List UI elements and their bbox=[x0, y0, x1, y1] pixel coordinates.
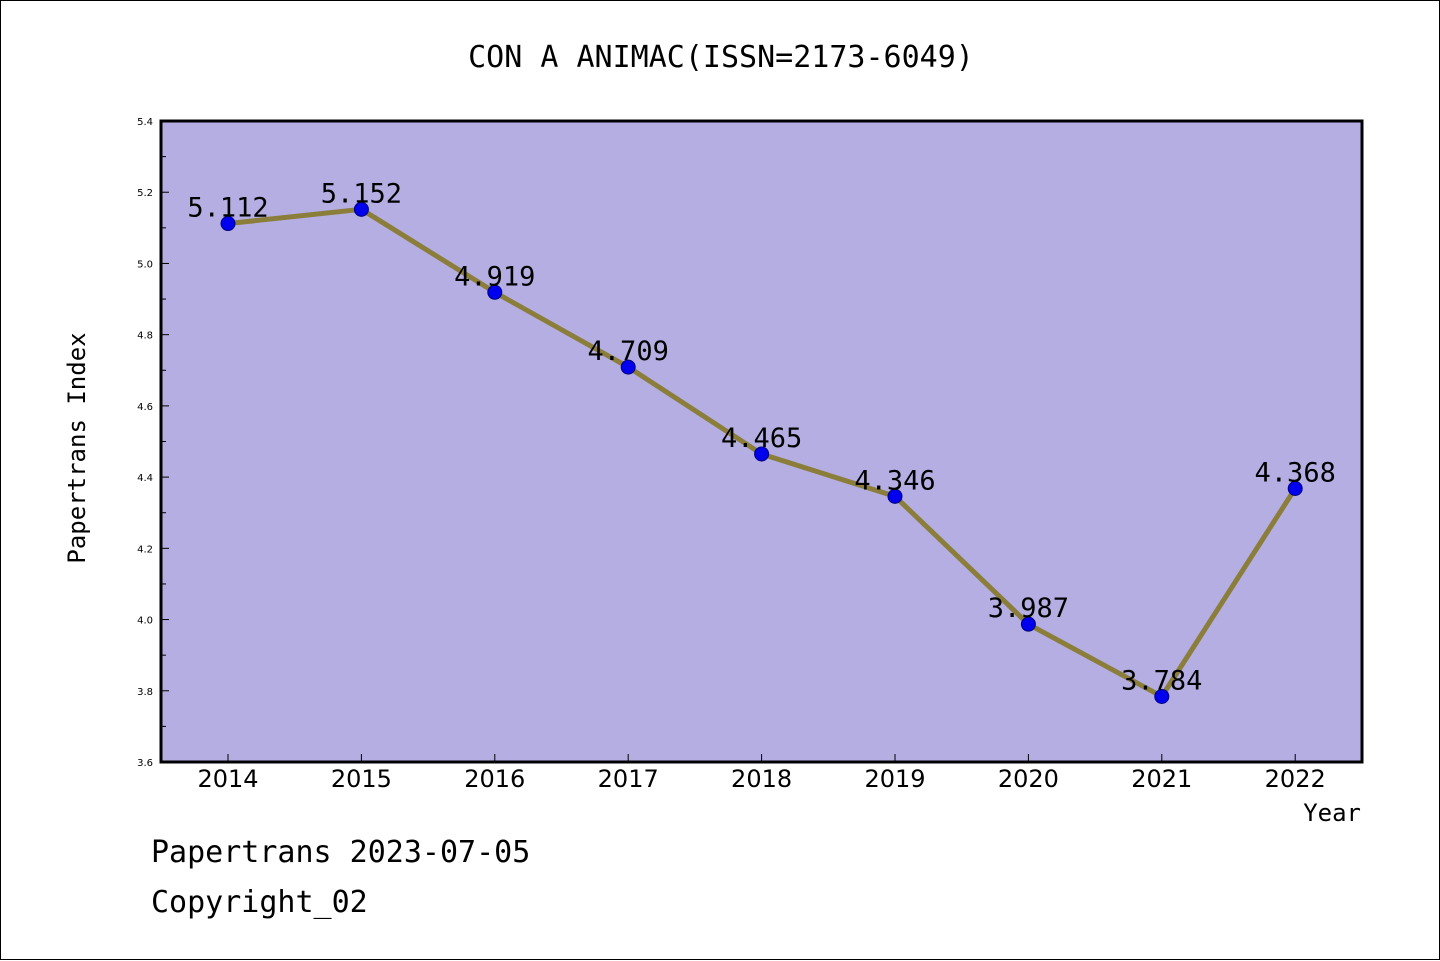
data-label: 5.112 bbox=[187, 193, 268, 224]
data-label: 4.346 bbox=[854, 465, 935, 496]
y-tick-label: 3.8 bbox=[137, 687, 153, 698]
data-point bbox=[1154, 688, 1170, 704]
chart-title: CON A ANIMAC(ISSN=2173-6049) bbox=[468, 40, 974, 75]
footer-copyright: Copyright_02 bbox=[151, 885, 368, 920]
x-tick-label: 2017 bbox=[598, 765, 659, 793]
y-tick-label: 5.4 bbox=[137, 117, 153, 128]
data-point-group bbox=[220, 201, 1303, 704]
data-label: 3.784 bbox=[1121, 665, 1202, 696]
x-axis-label: Year bbox=[1303, 799, 1361, 827]
x-tick-label: 2018 bbox=[731, 765, 792, 793]
data-label: 4.919 bbox=[454, 261, 535, 292]
data-label-group: 5.112 5.152 4.919 4.709 4.465 4.346 3.987 3.784… bbox=[187, 178, 1335, 696]
data-point bbox=[220, 216, 236, 232]
data-point bbox=[754, 446, 770, 462]
x-tick-label: 2016 bbox=[464, 765, 525, 793]
x-tick-label: 2020 bbox=[998, 765, 1059, 793]
x-tick-label: 2019 bbox=[864, 765, 925, 793]
x-tick-label: 2015 bbox=[331, 765, 392, 793]
y-tick-label: 4.8 bbox=[137, 331, 153, 342]
data-label: 4.368 bbox=[1255, 458, 1336, 489]
x-axis-ticks: 2014 2015 2016 2017 2018 2019 2020 2021 2022 bbox=[197, 754, 1326, 793]
data-point bbox=[887, 488, 903, 504]
data-point bbox=[353, 201, 369, 217]
y-tick-label: 5.2 bbox=[137, 188, 153, 199]
y-tick-label: 5.0 bbox=[137, 259, 153, 270]
plot-border bbox=[159, 119, 1364, 764]
y-tick-label: 4.2 bbox=[137, 544, 153, 555]
y-axis-label: Papertrans Index bbox=[63, 332, 91, 563]
data-label: 4.709 bbox=[588, 336, 669, 367]
y-tick-label: 4.0 bbox=[137, 616, 153, 627]
x-tick-label: 2014 bbox=[197, 765, 258, 793]
x-tick-label: 2021 bbox=[1131, 765, 1192, 793]
data-label: 4.465 bbox=[721, 423, 802, 454]
y-tick-label: 4.6 bbox=[137, 402, 153, 413]
footer-source-date: Papertrans 2023-07-05 bbox=[151, 835, 531, 870]
data-point bbox=[620, 359, 636, 375]
data-point bbox=[1287, 481, 1303, 497]
data-point bbox=[1020, 616, 1036, 632]
plot-area bbox=[161, 121, 1362, 762]
x-tick-label: 2022 bbox=[1265, 765, 1326, 793]
data-label: 5.152 bbox=[321, 178, 402, 209]
data-label: 3.987 bbox=[988, 593, 1069, 624]
data-point bbox=[487, 284, 503, 300]
y-tick-label: 3.6 bbox=[137, 758, 153, 769]
y-tick-label: 4.4 bbox=[137, 473, 153, 484]
